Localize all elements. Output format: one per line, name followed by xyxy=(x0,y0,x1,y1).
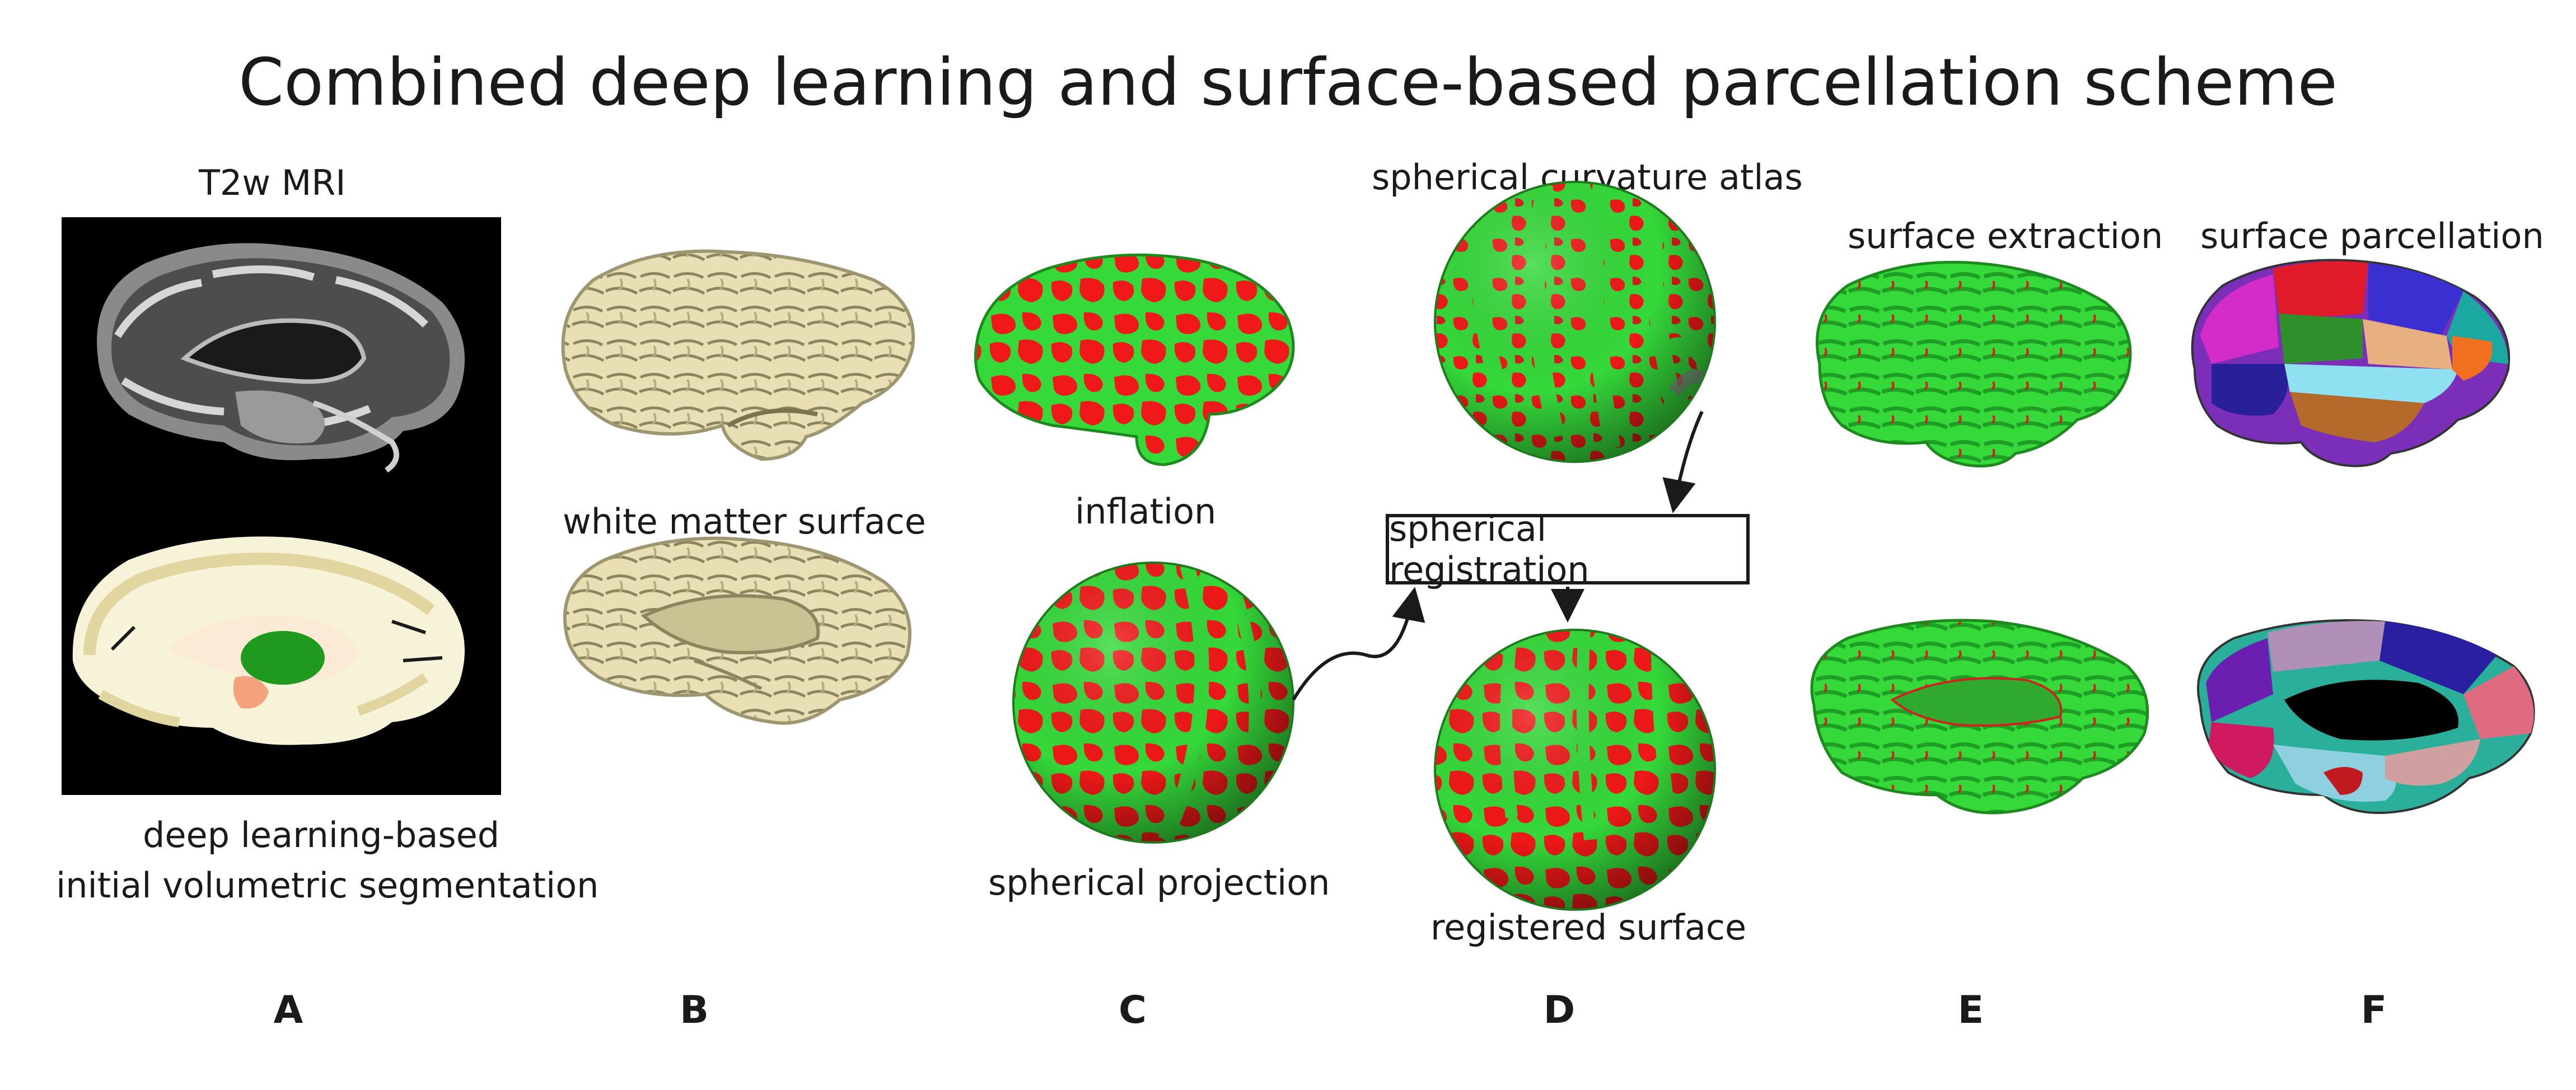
panel-letter-e: E xyxy=(1957,988,1984,1032)
spherical-registration-box: spherical registration xyxy=(1386,508,1750,590)
label-registered-surface: registered surface xyxy=(1430,907,1747,948)
surface-parcellation-lateral xyxy=(2191,259,2510,467)
white-matter-surface-lateral xyxy=(561,249,915,461)
mri-image-panel xyxy=(62,217,501,795)
t2w-mri-slice xyxy=(97,243,465,473)
label-deep-learning-line2: initial volumetric segmentation xyxy=(56,865,599,906)
registered-surface-sphere xyxy=(1434,629,1716,911)
surface-extraction-medial xyxy=(1810,619,2149,815)
label-white-matter-surface: white matter surface xyxy=(563,501,926,542)
label-t2w-mri: T2w MRI xyxy=(199,162,346,203)
white-matter-surface-medial xyxy=(563,536,911,725)
surface-parcellation-medial xyxy=(2197,619,2535,814)
label-surface-parcellation: surface parcellation xyxy=(2200,216,2544,256)
arrow-atlas-to-registration xyxy=(1662,410,1704,513)
inflated-surface xyxy=(974,253,1295,466)
label-spherical-projection: spherical projection xyxy=(988,862,1330,903)
hippocampus-segment xyxy=(233,676,269,709)
spherical-projection-sphere xyxy=(1012,562,1294,844)
label-spherical-registration: spherical registration xyxy=(1389,508,1589,590)
surface-extraction-lateral xyxy=(1816,260,2132,467)
panel-letter-b: B xyxy=(680,988,709,1032)
panel-letter-c: C xyxy=(1119,988,1147,1032)
panel-letter-a: A xyxy=(273,988,303,1032)
arrow-projection-to-registration xyxy=(1292,587,1425,701)
panel-letter-d: D xyxy=(1543,988,1575,1032)
figure-title: Combined deep learning and surface-based… xyxy=(239,45,2337,120)
curvature-atlas-sphere xyxy=(1434,181,1716,463)
label-deep-learning-line1: deep learning-based xyxy=(143,815,500,855)
label-surface-extraction: surface extraction xyxy=(1848,216,2163,256)
label-inflation: inflation xyxy=(1075,491,1217,532)
segmentation-slice xyxy=(72,536,465,745)
thalamus-segment xyxy=(241,631,325,685)
panel-letter-f: F xyxy=(2360,988,2387,1032)
